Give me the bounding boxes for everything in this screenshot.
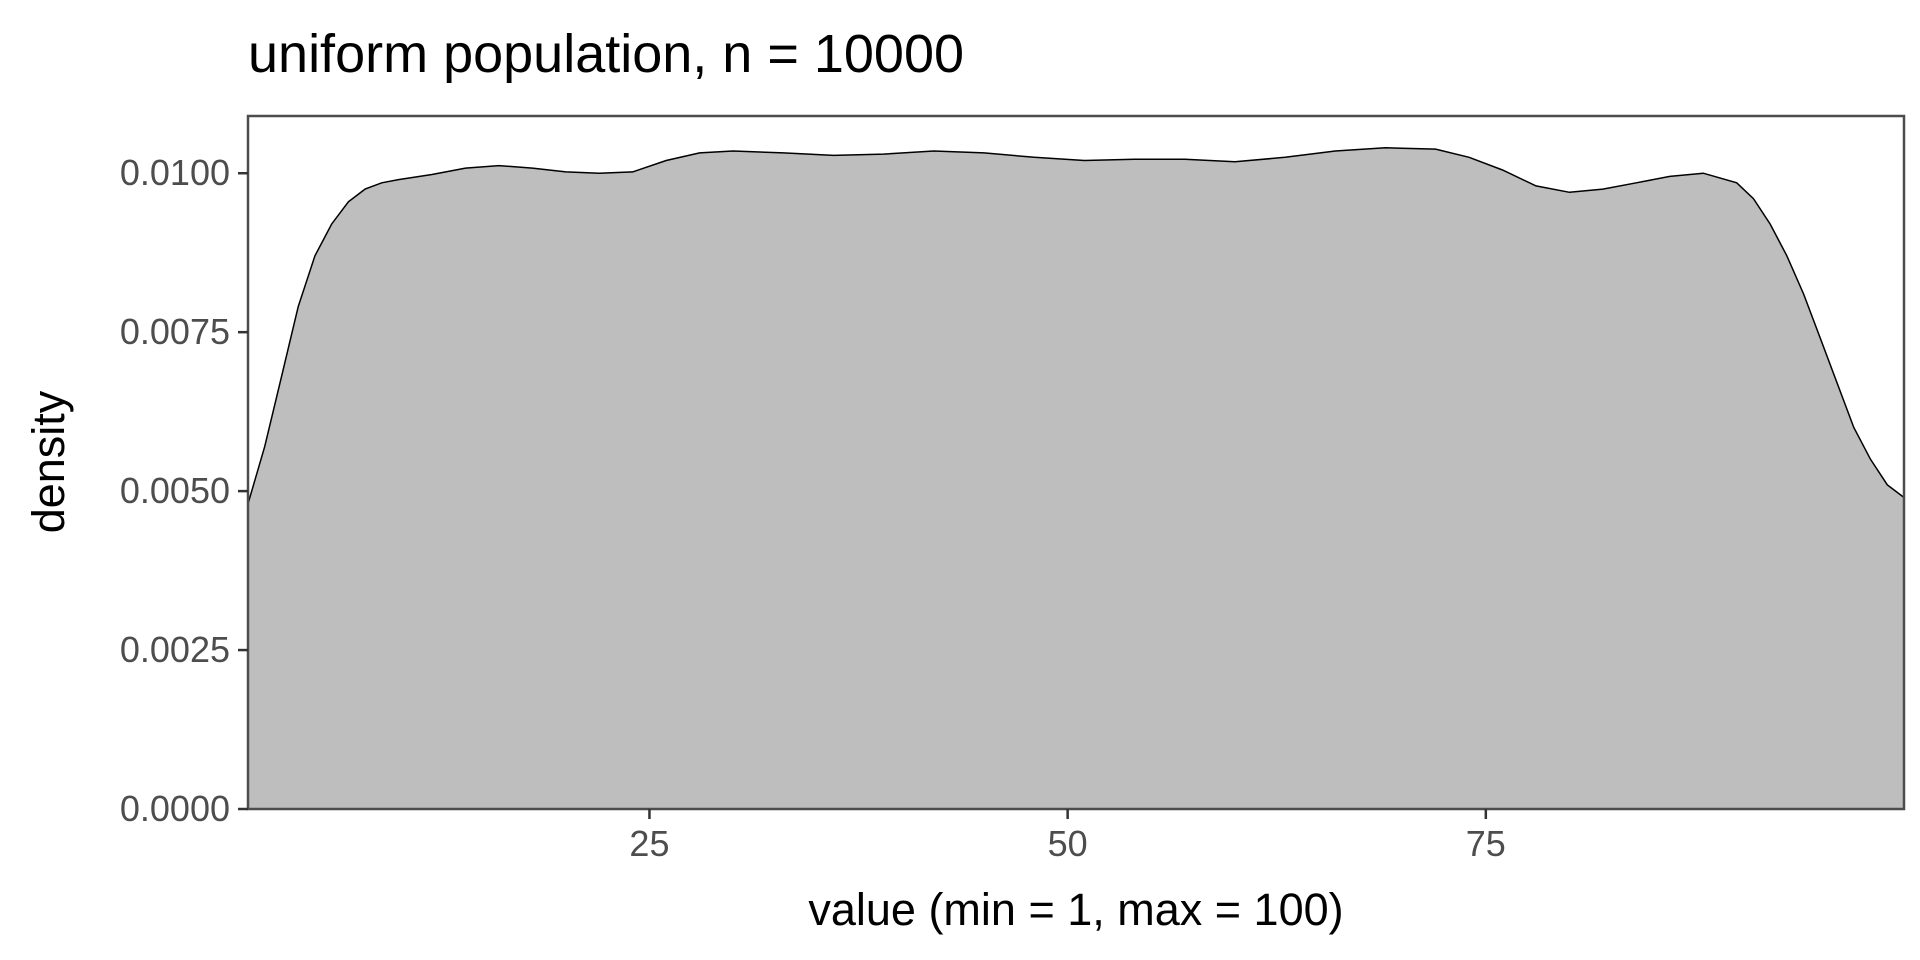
density-area <box>248 147 1904 810</box>
y-tick-label: 0.0100 <box>120 152 230 193</box>
y-tick-label: 0.0075 <box>120 311 230 352</box>
x-axis-label: value (min = 1, max = 100) <box>808 884 1343 935</box>
x-tick-label: 50 <box>1048 823 1088 864</box>
x-tick-label: 75 <box>1466 823 1506 864</box>
plot-panel-border <box>246 114 1906 811</box>
y-axis-label: density <box>23 390 74 533</box>
density-line <box>247 147 1905 505</box>
chart-title: uniform population, n = 10000 <box>248 24 964 84</box>
y-tick-label: 0.0000 <box>120 788 230 829</box>
y-tick-label: 0.0025 <box>120 629 230 670</box>
x-tick-label: 25 <box>629 823 669 864</box>
y-tick-label: 0.0050 <box>120 470 230 511</box>
